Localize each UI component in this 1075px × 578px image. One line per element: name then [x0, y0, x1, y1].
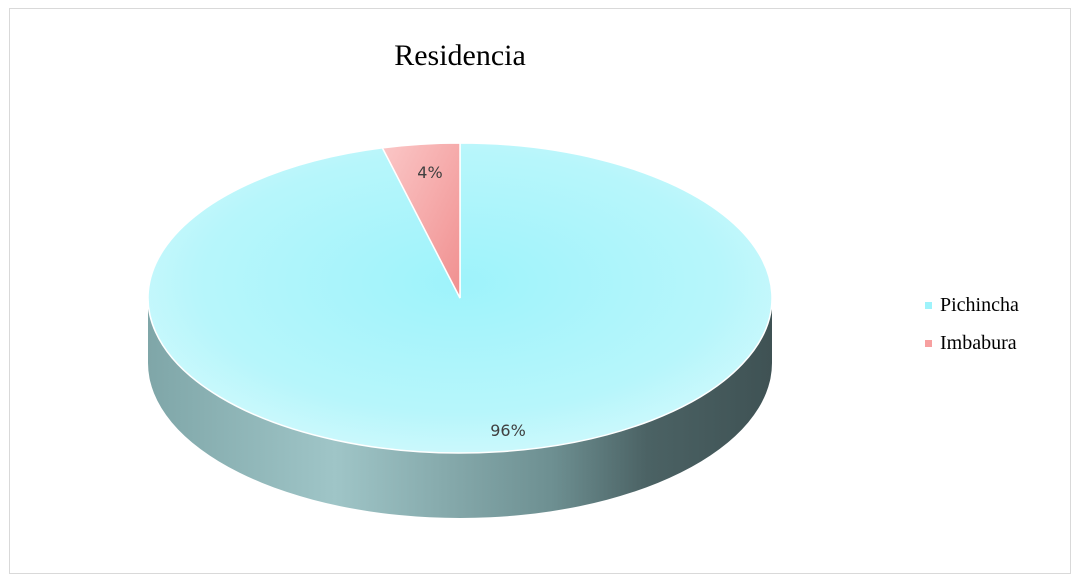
- pie-side-band: [148, 298, 772, 518]
- legend-swatch-pichincha: [925, 301, 932, 309]
- data-label-pichincha: 96%: [490, 421, 526, 440]
- legend-label-imbabura: Imbabura: [940, 331, 1017, 354]
- legend-swatch-imbabura: [925, 339, 932, 347]
- legend: Pichincha Imbabura: [925, 290, 1019, 366]
- data-label-imbabura: 4%: [417, 163, 442, 182]
- legend-item-pichincha[interactable]: Pichincha: [925, 290, 1019, 320]
- legend-label-pichincha: Pichincha: [940, 293, 1019, 316]
- pie-slice-imbabura[interactable]: [381, 142, 461, 299]
- legend-item-imbabura[interactable]: Imbabura: [925, 328, 1019, 358]
- chart-title: Residencia: [394, 39, 526, 72]
